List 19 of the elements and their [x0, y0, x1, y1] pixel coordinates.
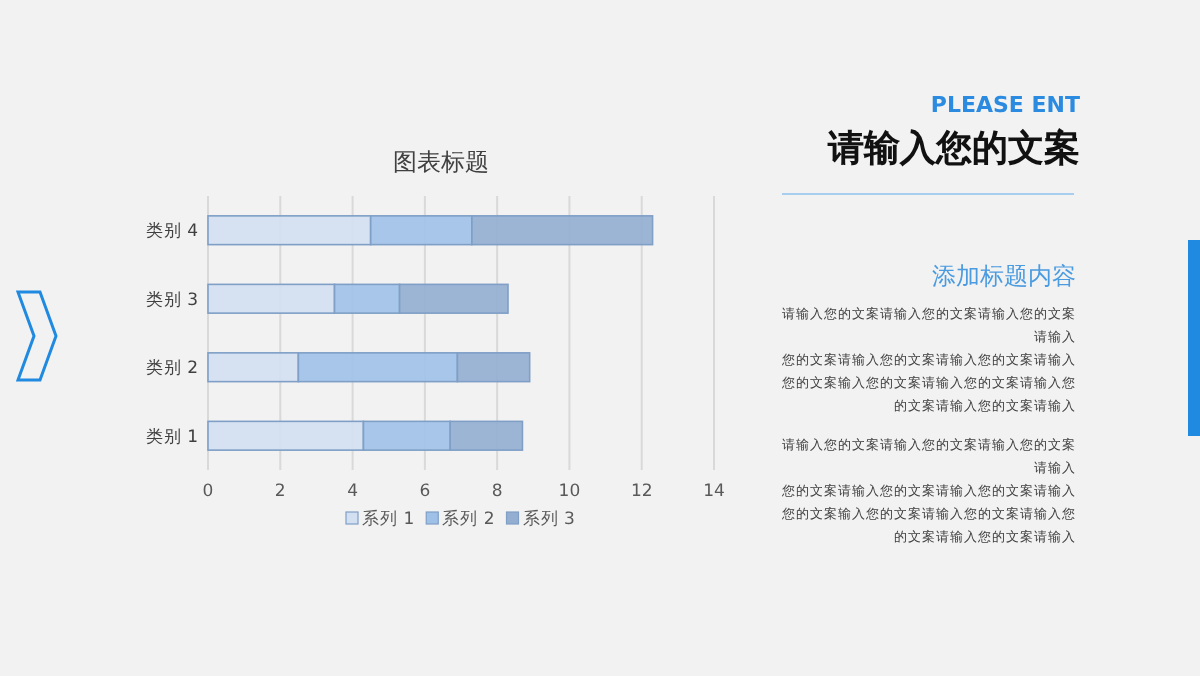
- chart-title: 图表标题: [393, 148, 489, 176]
- text: 请输入您的文案: [826, 128, 1080, 170]
- x-tick-label: 0: [202, 482, 214, 502]
- y-tick-label: 类别 2: [145, 357, 198, 380]
- legend-label: 系列 3: [522, 508, 575, 530]
- text: PLEASE ENT: [930, 92, 1081, 118]
- x-tick-label: 14: [703, 482, 725, 502]
- y-tick-label: 类别 1: [145, 425, 198, 448]
- x-tick-label: 2: [274, 482, 286, 502]
- x-tick-label: 10: [558, 482, 581, 502]
- legend-label: 系列 1: [362, 508, 415, 530]
- x-tick-label: 12: [630, 482, 653, 502]
- legend-label: 系列 2: [442, 508, 495, 530]
- x-tick-label: 6: [419, 482, 431, 502]
- x-tick-label: 8: [491, 482, 503, 502]
- text: 添加标题内容: [932, 262, 1076, 290]
- y-tick-label: 类别 3: [145, 288, 198, 311]
- x-tick-label: 4: [347, 482, 358, 502]
- y-tick-label: 类别 4: [145, 220, 198, 243]
